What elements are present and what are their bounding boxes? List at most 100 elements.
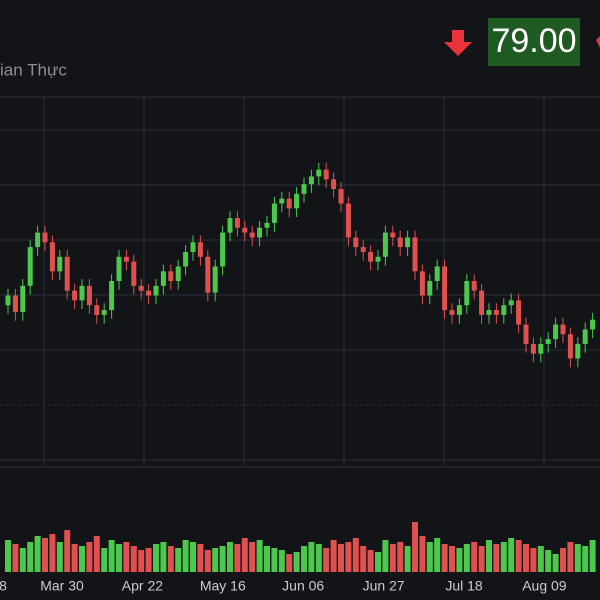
volume-bar [582, 546, 589, 572]
volume-bar [19, 548, 26, 572]
candle-body [249, 232, 255, 238]
candle-body [405, 237, 411, 248]
candle-body [175, 266, 181, 281]
candle-body [338, 189, 344, 204]
candle-body [294, 193, 300, 209]
volume-bar [116, 544, 122, 572]
volume-bar [101, 548, 108, 572]
candle-body [434, 266, 440, 281]
volume-bar [190, 542, 196, 572]
candle-body [375, 256, 381, 262]
candle-body [264, 222, 270, 228]
volume-bar [145, 548, 152, 572]
candle-body [516, 300, 522, 325]
candle-body [190, 242, 196, 252]
volume-bar [493, 544, 500, 572]
candle-body [42, 232, 48, 243]
volume-bar [64, 530, 71, 572]
volume-bar [130, 546, 137, 572]
candle-body [220, 232, 226, 267]
volume-bar [545, 550, 552, 572]
volume-bar [234, 544, 241, 572]
volume-bar [241, 538, 248, 572]
candle-body [197, 242, 203, 257]
volume-bar [79, 546, 85, 572]
volume-bar [56, 542, 63, 572]
x-tick-label: Aug 09 [522, 578, 567, 594]
volume-bar [264, 546, 270, 572]
volume-bar [330, 540, 337, 572]
candle-body [360, 247, 366, 252]
volume-bar [560, 548, 566, 572]
volume-bar [404, 546, 411, 572]
volume-bar [508, 538, 515, 572]
volume-bar [27, 542, 34, 572]
volume-bar [167, 546, 174, 572]
candle-body [316, 169, 322, 177]
volume-bar [375, 552, 381, 572]
candle-body [449, 310, 455, 315]
candle-body [560, 324, 566, 335]
subtitle: ian Thực [0, 60, 67, 79]
candle-body [57, 256, 63, 272]
volume-bar [338, 544, 344, 572]
volume-bar [345, 542, 352, 572]
volume-bar [552, 554, 559, 572]
volume-bar [441, 544, 448, 572]
volume-bar [589, 540, 596, 572]
candle-body [227, 218, 233, 233]
volume-bar [308, 542, 315, 572]
candle-body [345, 203, 351, 238]
volume-bar [278, 550, 285, 572]
candle-body [183, 251, 189, 267]
candle-body [523, 324, 529, 344]
candle-body [427, 281, 433, 296]
candle-body [575, 343, 581, 359]
candle-body [308, 176, 314, 185]
candle-body [49, 242, 55, 272]
candle-body [146, 290, 152, 296]
volume-bar [227, 542, 233, 572]
candle-body [279, 198, 285, 204]
x-tick-label: Mar 30 [40, 578, 84, 594]
candle-body [20, 285, 26, 312]
candle-body [212, 266, 218, 293]
candle-body [530, 343, 536, 354]
candle-body [35, 232, 41, 248]
price-box [488, 18, 580, 66]
volume-bar [434, 538, 441, 572]
volume-bar [153, 544, 159, 572]
volume-bar [323, 548, 330, 572]
volume-bar [286, 554, 293, 572]
candle-body [79, 285, 85, 301]
volume-bar [463, 544, 470, 572]
x-tick-label: Apr 22 [122, 578, 163, 594]
candle-body [590, 319, 596, 330]
volume-bar [478, 546, 485, 572]
volume-bar [108, 540, 115, 572]
candle-body [323, 169, 329, 180]
candle-body [109, 281, 115, 311]
volume-bar [574, 544, 581, 572]
volume-bar [182, 540, 189, 572]
candle-body [390, 232, 396, 238]
candle-body [257, 227, 263, 238]
candle-body [353, 237, 359, 248]
volume-bar [249, 542, 256, 572]
x-tick-label: 8 [0, 578, 7, 594]
candle-body [12, 295, 18, 312]
candle-body [464, 281, 470, 306]
candle-body [27, 247, 33, 286]
candle-body [397, 237, 403, 248]
volume-bar [523, 544, 529, 572]
volume-bar [397, 542, 404, 572]
volume-bar [49, 534, 56, 572]
candle-body [116, 256, 122, 281]
volume-bar [315, 544, 322, 572]
volume-bar [86, 542, 93, 572]
candle-body [153, 285, 159, 296]
candle-body [456, 305, 462, 315]
candle-body [242, 227, 248, 233]
